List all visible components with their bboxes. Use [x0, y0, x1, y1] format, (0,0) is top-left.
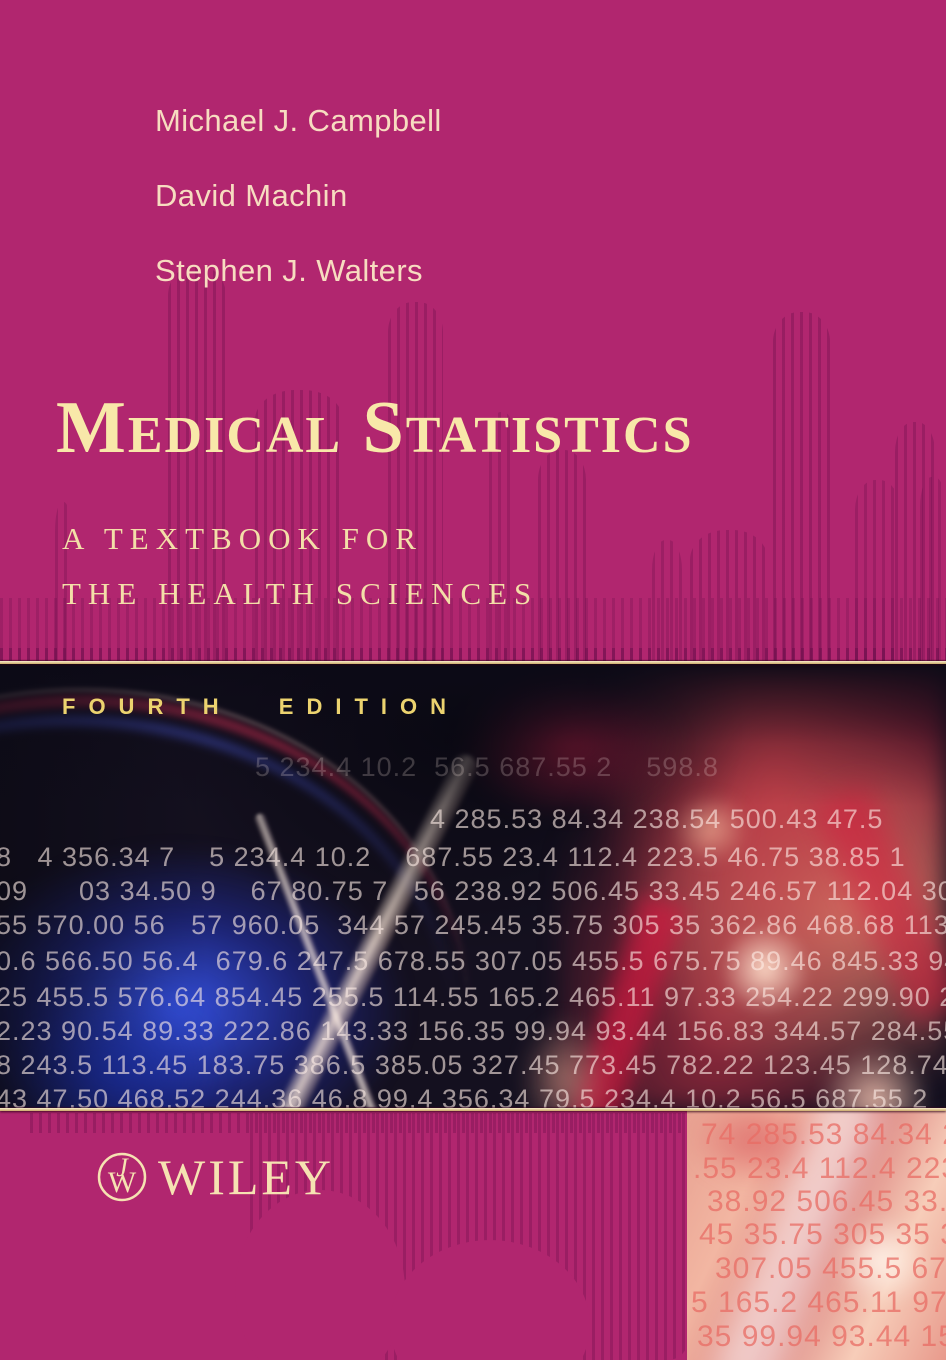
statistics-number-row: 09 03 34.50 9 67 80.75 7 56 238.92 506.4… [0, 876, 946, 906]
monogram-w: W [108, 1166, 137, 1199]
book-title: Medical Statistics [56, 387, 694, 469]
statistics-number-row: 5 165.2 465.11 97.33 [691, 1286, 946, 1319]
wiley-logo: J W WILEY [95, 1150, 334, 1204]
statistics-number-row: 8 243.5 113.45 183.75 386.5 385.05 327.4… [0, 1050, 946, 1080]
waveform-stripe [920, 477, 946, 662]
stripe-cutout [235, 1190, 405, 1360]
statistics-number-row: 5 234.4 10.2 56.5 687.55 2 598.8 [255, 752, 719, 782]
statistics-number-row: 4 285.53 84.34 238.54 500.43 47.5 [430, 804, 884, 834]
waveform-stripe [168, 266, 226, 662]
statistics-number-row: 307.05 455.5 675.75 [715, 1252, 946, 1285]
waveform-stripes-fringe [30, 1113, 688, 1133]
statistics-number-row: 38.92 506.45 33.45 [707, 1185, 946, 1218]
waveform-stripe [538, 450, 586, 662]
waveform-stripe [489, 412, 515, 662]
statistics-number-row: 45 35.75 305 35 362 [699, 1218, 946, 1251]
author-name: David Machin [155, 178, 348, 213]
statistics-number-row: 43 47.50 468.52 244.36 46.8 99.4 356.34 … [0, 1084, 929, 1108]
book-subtitle-line1: A TEXTBOOK FOR [62, 521, 423, 556]
waveform-stripes-base [0, 598, 946, 662]
waveform-stripe [895, 422, 935, 662]
waveform-stripe [255, 390, 343, 662]
strip-bright-spot [817, 1201, 946, 1321]
book-subtitle-line2: THE HEALTH SCIENCES [62, 576, 539, 611]
author-name: Michael J. Campbell [155, 103, 442, 138]
photo-shadow-veil [0, 664, 946, 1108]
waveform-stripe [652, 540, 682, 662]
cover-photo-lab-glassware: FOURTH EDITION 5 234.4 10.2 56.5 687.55 … [0, 664, 946, 1108]
edition-label: FOURTH EDITION [62, 694, 459, 719]
waveform-stripe [690, 530, 768, 662]
statistics-number-row: 0.6 566.50 56.4 679.6 247.5 678.55 307.0… [0, 946, 946, 976]
statistics-number-row: 8 4 356.34 7 5 234.4 10.2 687.55 23.4 11… [0, 842, 906, 872]
statistics-number-row: 35 99.94 93.44 156.8 [697, 1320, 946, 1353]
side-photo-strip: 74 285.53 84.34 238 .55 23.4 112.4 223.5… [687, 1111, 946, 1360]
wiley-monogram-icon: J W [97, 1152, 147, 1202]
waveform-stripe [855, 480, 900, 662]
waveform-stripe [773, 312, 830, 662]
separator-line-top [0, 661, 946, 664]
waveform-stripe [388, 302, 443, 662]
publisher-name: WILEY [158, 1149, 335, 1205]
monogram-j: J [116, 1153, 129, 1182]
separator-line-bottom [0, 1108, 946, 1111]
author-name: Stephen J. Walters [155, 253, 423, 288]
statistics-number-row: 74 285.53 84.34 238 [701, 1118, 946, 1151]
statistics-number-row: .55 23.4 112.4 223.5 [693, 1152, 946, 1185]
statistics-number-row: 25 455.5 576.64 854.45 255.5 114.55 165.… [0, 982, 946, 1012]
statistics-number-row: 2.23 90.54 89.33 222.86 143.33 156.35 99… [0, 1016, 946, 1046]
statistics-number-row: 55 570.00 56 57 960.05 344 57 245.45 35.… [0, 910, 946, 940]
waveform-stripes-dense [0, 648, 946, 663]
waveform-stripe [55, 502, 71, 662]
